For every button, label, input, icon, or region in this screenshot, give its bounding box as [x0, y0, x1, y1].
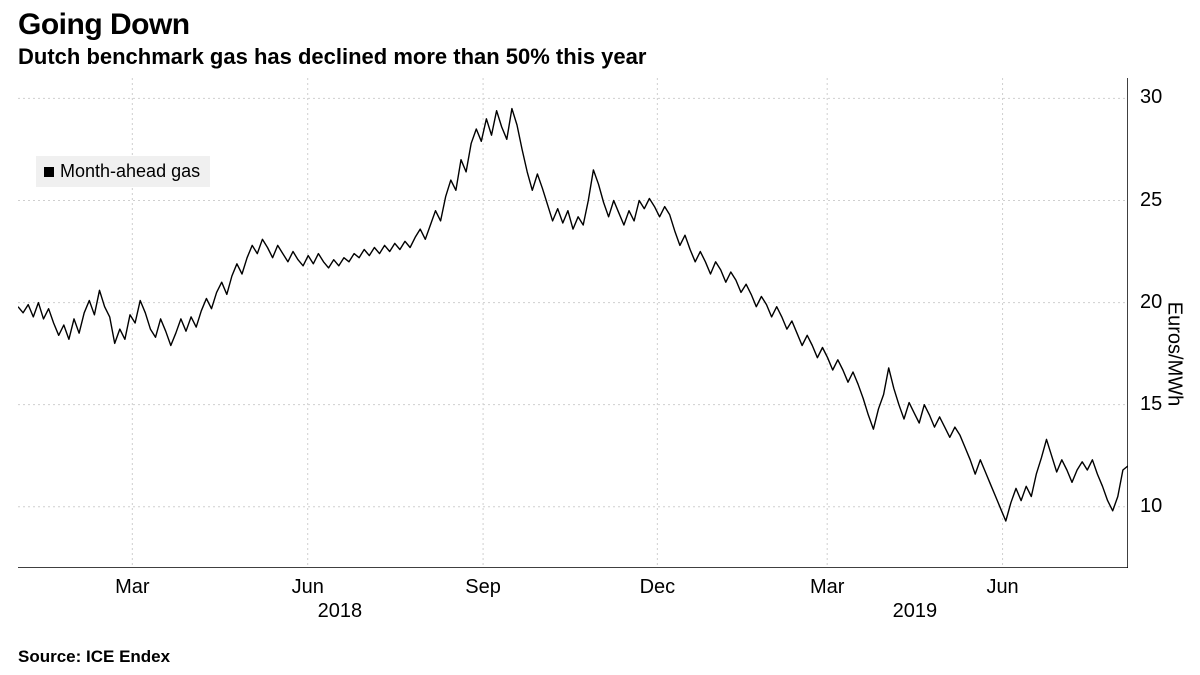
- y-tick-label: 20: [1140, 291, 1162, 314]
- chart-title: Going Down: [18, 8, 1200, 42]
- y-axis-label: Euros/MWh: [1162, 302, 1185, 406]
- legend-label: Month-ahead gas: [60, 161, 200, 182]
- chart-container: Going Down Dutch benchmark gas has decli…: [0, 0, 1200, 675]
- chart-subtitle: Dutch benchmark gas has declined more th…: [18, 44, 1200, 70]
- y-tick-label: 30: [1140, 86, 1162, 109]
- legend-marker-icon: [44, 167, 54, 177]
- x-tick-label: Sep: [465, 576, 501, 599]
- x-tick-label: Dec: [640, 576, 676, 599]
- y-tick-label: 15: [1140, 393, 1162, 416]
- x-year-label: 2018: [318, 600, 363, 623]
- y-tick-label: 25: [1140, 189, 1162, 212]
- y-tick-label: 10: [1140, 495, 1162, 518]
- x-year-label: 2019: [893, 600, 938, 623]
- chart-area: Month-ahead gas Euros/MWh 10 15 20 25 30 Mar J…: [18, 78, 1182, 630]
- source-attribution: Source: ICE Endex: [18, 647, 170, 667]
- plot-area: [18, 78, 1128, 568]
- x-tick-label: Jun: [292, 576, 324, 599]
- x-tick-label: Mar: [115, 576, 149, 599]
- x-tick-label: Mar: [810, 576, 844, 599]
- line-chart-svg: [18, 78, 1128, 568]
- x-tick-label: Jun: [986, 576, 1018, 599]
- legend: Month-ahead gas: [36, 156, 210, 187]
